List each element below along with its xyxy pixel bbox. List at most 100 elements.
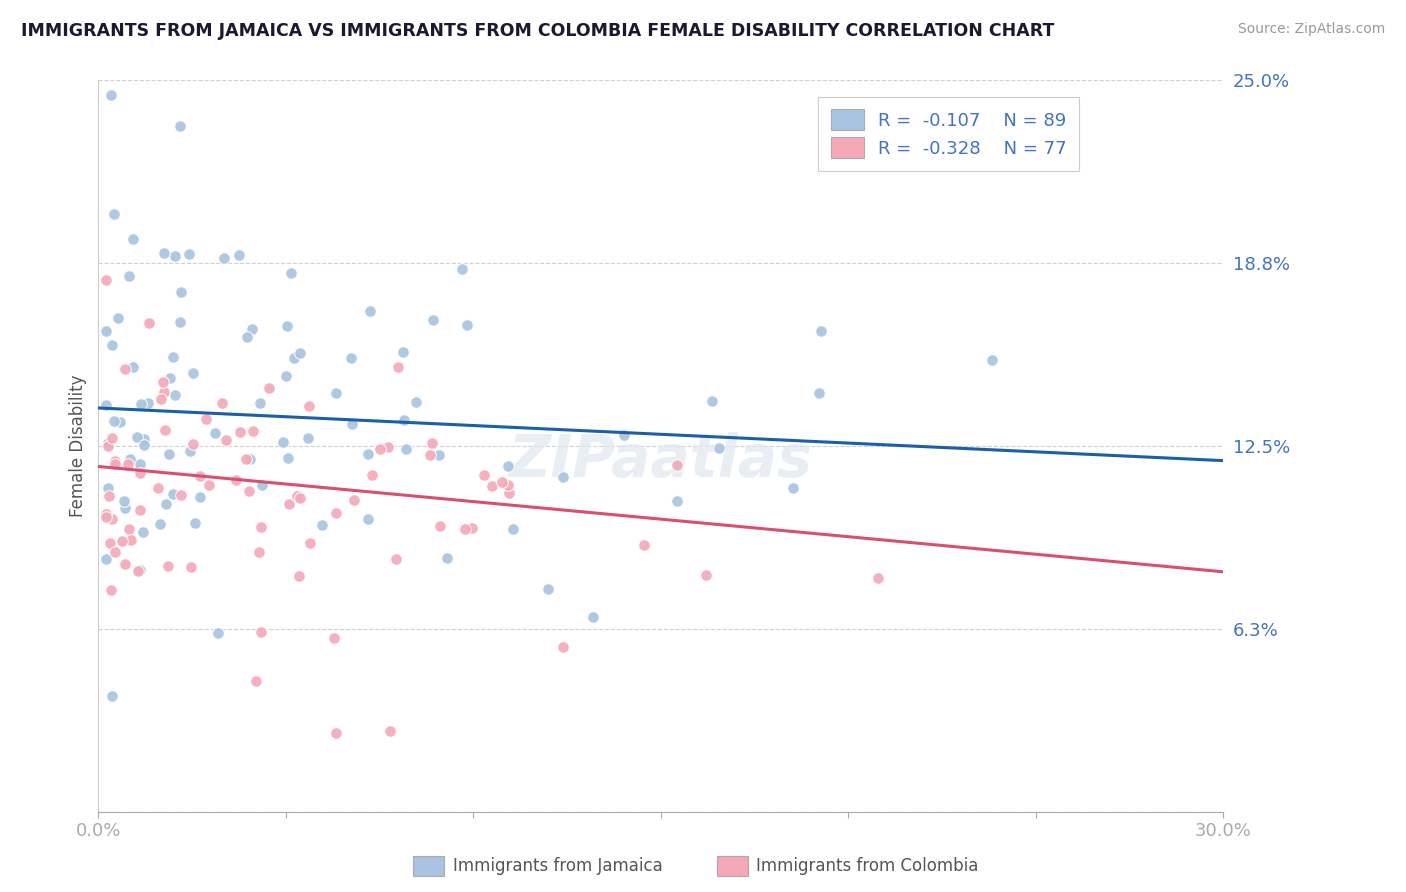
Point [103,453,125,467]
Point [207,625,229,640]
Point [700,394,723,409]
Point [157,446,180,460]
Point [551,470,574,484]
Point [285,489,308,503]
Point [101,690,124,704]
Point [378,723,401,738]
Point [198,478,221,492]
Point [461,521,484,535]
Point [152,375,174,389]
Point [118,451,141,466]
Point [537,582,560,596]
Point [117,457,139,471]
Point [456,318,478,332]
Point [170,285,193,299]
Point [94,398,117,412]
Point [342,417,364,432]
Point [155,497,177,511]
Point [481,478,503,492]
Point [107,311,129,326]
Point [387,359,409,374]
Point [211,396,233,410]
Point [100,87,122,102]
Text: IMMIGRANTS FROM JAMAICA VS IMMIGRANTS FROM COLOMBIA FEMALE DISABILITY CORRELATIO: IMMIGRANTS FROM JAMAICA VS IMMIGRANTS FR… [21,22,1054,40]
Point [152,246,174,260]
Point [810,324,832,338]
Point [276,318,298,333]
Point [188,490,211,504]
Point [377,440,399,454]
Point [204,425,226,440]
Point [215,433,238,447]
Point [94,509,117,524]
Point [299,535,322,549]
Point [427,448,450,462]
Point [391,345,413,359]
Point [132,524,155,539]
Point [498,478,520,492]
Point [472,467,495,482]
Point [122,232,145,246]
Point [325,385,347,400]
Point [582,610,605,624]
Point [242,424,264,438]
Point [179,246,201,260]
Point [97,439,120,453]
Point [104,457,127,471]
Point [180,559,202,574]
Point [127,564,149,578]
Point [420,436,443,450]
Point [340,351,363,365]
Point [153,384,176,399]
Point [436,551,458,566]
Point [277,450,299,465]
Point [100,582,122,597]
Point [98,489,121,503]
Point [138,316,160,330]
Point [249,396,271,410]
Point [807,385,830,400]
Point [104,544,127,558]
Legend: R =  -0.107    N = 89, R =  -0.328    N = 77: R = -0.107 N = 89, R = -0.328 N = 77 [818,96,1080,171]
Point [283,351,305,366]
Point [782,481,804,495]
Point [134,432,156,446]
Text: Source: ZipAtlas.com: Source: ZipAtlas.com [1237,22,1385,37]
Point [357,447,380,461]
Point [94,508,117,522]
Point [184,516,207,530]
Point [122,359,145,374]
Point [551,640,574,654]
Point [361,467,384,482]
Point [288,346,311,360]
Point [165,249,187,263]
Point [277,497,299,511]
Point [149,517,172,532]
Point [298,399,321,413]
Point [169,120,191,134]
Point [103,207,125,221]
Point [118,522,141,536]
Point [273,434,295,449]
Point [633,538,655,552]
Point [225,473,247,487]
Point [451,261,474,276]
Point [238,484,260,499]
Point [94,324,117,338]
Point [695,568,717,582]
Point [129,563,152,577]
Point [229,425,252,439]
Point [181,437,204,451]
Point [239,452,262,467]
Point [125,430,148,444]
Point [392,412,415,426]
Point [148,481,170,495]
Point [297,430,319,444]
Point [100,431,122,445]
Point [245,674,267,689]
Point [195,412,218,426]
Point [666,458,689,473]
Text: Immigrants from Jamaica: Immigrants from Jamaica [453,857,662,875]
Point [613,427,636,442]
Point [250,478,273,492]
